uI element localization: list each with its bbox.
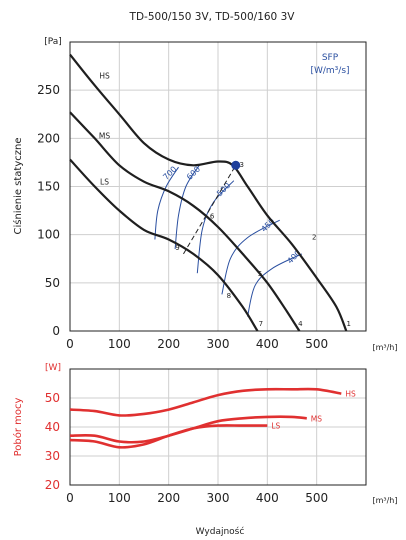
- sfp-label: 700: [161, 165, 178, 182]
- power-x-unit: [m³/h]: [372, 496, 397, 505]
- pressure-plot-frame: [69, 41, 367, 332]
- point-label: 8: [227, 292, 231, 300]
- x-tick-label: 100: [108, 337, 131, 351]
- x-tick-label: 400: [256, 337, 279, 351]
- y-tick-label: 20: [45, 478, 60, 492]
- x-tick-label: 300: [207, 491, 230, 505]
- power-x-ticks: 0 100 200 300 400 500: [66, 491, 328, 505]
- sfp-label: 600: [185, 165, 202, 182]
- power-x-label: Wydajność: [196, 526, 245, 537]
- x-tick-label: 0: [66, 491, 74, 505]
- y-tick-label: 30: [45, 449, 60, 463]
- curve-label-hs: HS: [99, 72, 110, 81]
- operating-point-marker: [231, 160, 241, 170]
- y-tick-label: 150: [37, 180, 60, 194]
- pressure-curve-ms: [69, 111, 301, 332]
- sfp-line-600: [174, 165, 200, 250]
- pressure-plot: 0 50 100 150 200 250 0 100 200 300 400 500 [Pa] [m…: [12, 37, 398, 352]
- pressure-y-ticks: 0 50 100 150 200 250: [37, 83, 60, 338]
- pressure-curve-ls: [69, 158, 259, 332]
- chart-title: TD-500/150 3V, TD-500/160 3V: [129, 11, 296, 23]
- power-curves: [69, 387, 342, 449]
- x-tick-label: 500: [305, 337, 328, 351]
- point-label: 3: [239, 161, 243, 169]
- power-plot: 20 30 40 50 0 100 200 300 400 500 [W] [m³/h] Pob…: [12, 363, 398, 537]
- x-tick-label: 200: [157, 337, 180, 351]
- power-labels: HS MS LS: [271, 390, 356, 431]
- sfp-label: 400: [286, 248, 303, 265]
- sfp-unit: [W/m³/s]: [310, 66, 349, 76]
- power-y-unit: [W]: [45, 363, 61, 373]
- pressure-x-unit: [m³/h]: [372, 343, 397, 352]
- x-tick-label: 400: [256, 491, 279, 505]
- sfp-line-500: [196, 180, 235, 274]
- power-grid: [69, 369, 366, 486]
- sfp-line-700: [154, 166, 179, 240]
- x-tick-label: 0: [66, 337, 74, 351]
- pressure-y-unit: [Pa]: [44, 37, 62, 47]
- power-plot-frame: [69, 368, 367, 486]
- y-tick-label: 100: [37, 228, 60, 242]
- point-label: 7: [259, 320, 263, 328]
- pressure-y-label: Ciśnienie statyczne: [12, 137, 24, 234]
- x-tick-label: 100: [108, 491, 131, 505]
- y-tick-label: 40: [45, 420, 60, 434]
- point-label: 6: [210, 212, 215, 220]
- power-curve-label-ms: MS: [311, 414, 322, 423]
- power-curve-hs: [69, 387, 342, 417]
- power-y-label: Pobór mocy: [12, 398, 24, 457]
- sfp-label: 450: [259, 217, 276, 234]
- pressure-labels: HS MS LS 1 2 3 4 5 6 7 8 9: [99, 72, 351, 329]
- point-label: 4: [298, 320, 303, 328]
- y-tick-label: 0: [52, 324, 60, 338]
- point-label: 9: [175, 244, 179, 252]
- pressure-curves: [69, 53, 348, 332]
- point-label: 1: [346, 320, 350, 328]
- power-curve-label-hs: HS: [345, 390, 356, 399]
- x-tick-label: 200: [157, 491, 180, 505]
- x-tick-label: 500: [305, 491, 328, 505]
- power-y-ticks: 20 30 40 50: [45, 391, 60, 492]
- system-curve-dashed: [183, 165, 237, 255]
- curve-label-ms: MS: [99, 131, 110, 140]
- y-tick-label: 50: [45, 276, 60, 290]
- y-tick-label: 200: [37, 131, 60, 145]
- pressure-grid: [69, 42, 366, 332]
- y-tick-label: 250: [37, 83, 60, 97]
- power-curve-label-ls: LS: [271, 422, 280, 431]
- point-label: 5: [258, 270, 262, 278]
- x-tick-label: 300: [207, 337, 230, 351]
- pressure-curve-hs: [69, 53, 348, 332]
- power-curve-ls: [69, 424, 268, 449]
- pressure-x-ticks: 0 100 200 300 400 500: [66, 337, 328, 351]
- y-tick-label: 50: [45, 391, 60, 405]
- point-label: 2: [312, 233, 316, 241]
- sfp-title: SFP: [322, 53, 339, 63]
- curve-label-ls: LS: [100, 178, 109, 187]
